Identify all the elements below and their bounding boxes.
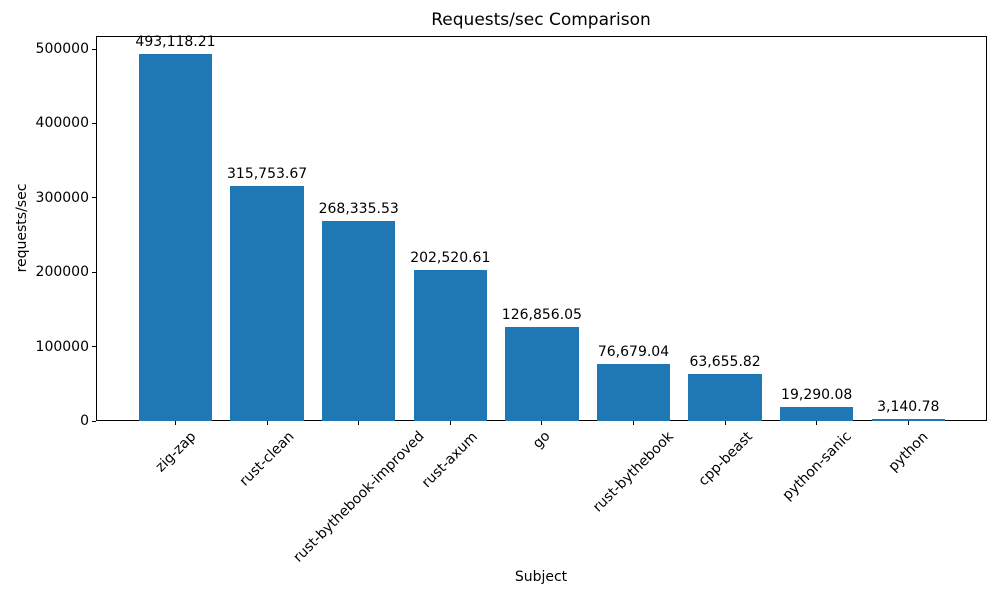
x-tick-label: python <box>885 428 932 475</box>
x-tick-mark <box>358 421 360 425</box>
x-tick-label: go <box>530 428 554 453</box>
y-tick-mark <box>92 346 96 348</box>
x-tick-mark <box>816 421 818 425</box>
y-tick-mark <box>92 271 96 273</box>
x-tick-label: rust-clean <box>236 428 298 490</box>
x-tick-label: cpp-beast <box>695 428 756 489</box>
x-tick-label: python-sanic <box>779 428 855 504</box>
bar-value-label: 76,679.04 <box>597 343 670 360</box>
x-tick-mark <box>907 421 909 425</box>
y-tick-mark <box>92 420 96 422</box>
x-tick-label: rust-bythebook-improved <box>290 428 428 566</box>
y-tick-mark <box>92 197 96 199</box>
bar <box>871 418 945 421</box>
chart-title: Requests/sec Comparison <box>431 10 651 30</box>
y-tick-label: 400000 <box>35 115 89 132</box>
x-tick-mark <box>633 421 634 425</box>
x-tick-mark <box>541 421 543 425</box>
y-tick-mark <box>92 122 96 124</box>
x-tick-mark <box>266 421 268 425</box>
bar-value-label: 63,655.82 <box>689 353 761 370</box>
y-tick-label: 200000 <box>35 264 89 281</box>
bar-value-label: 315,753.67 <box>227 166 308 183</box>
x-tick-mark <box>449 421 451 425</box>
y-tick-label: 300000 <box>35 189 89 206</box>
y-tick-mark <box>92 48 96 50</box>
bar-value-label: 3,140.78 <box>877 398 940 415</box>
bar-value-label: 202,520.61 <box>410 250 491 267</box>
bar-value-label: 493,118.21 <box>135 34 216 51</box>
bar <box>596 363 671 421</box>
x-tick-mark <box>724 421 726 425</box>
bar <box>413 270 487 421</box>
x-tick-mark <box>175 421 176 425</box>
x-tick-label: rust-axum <box>419 428 482 491</box>
bar <box>230 186 304 421</box>
y-tick-label: 100000 <box>35 338 89 355</box>
x-axis-label: Subject <box>514 569 568 585</box>
bar <box>688 373 762 421</box>
y-tick-label: 500000 <box>35 41 89 58</box>
bar-value-label: 126,856.05 <box>501 306 582 323</box>
y-axis-label: requests/sec <box>14 183 30 273</box>
x-tick-label: zig-zap <box>152 428 199 476</box>
bar <box>322 221 396 421</box>
y-tick-label: 0 <box>80 413 89 429</box>
bar <box>505 326 579 421</box>
x-tick-label: rust-bythebook <box>589 428 677 516</box>
bar <box>138 54 213 421</box>
bar <box>780 406 854 421</box>
bar-value-label: 19,290.08 <box>781 386 853 403</box>
bar-value-label: 268,335.53 <box>318 201 399 218</box>
